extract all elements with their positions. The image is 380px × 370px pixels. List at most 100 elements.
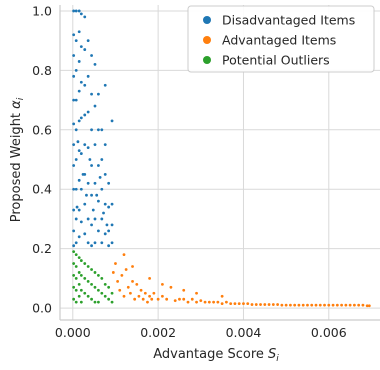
- point-series-0-13: [74, 39, 78, 43]
- point-series-1-28: [190, 297, 194, 301]
- point-series-1-22: [165, 297, 169, 301]
- x-axis-ticks: 0.000 0.002 0.004 0.006: [55, 325, 347, 340]
- point-series-0-52: [90, 54, 93, 57]
- legend-label-1: Advantaged Items: [222, 33, 336, 48]
- point-series-0-25: [77, 119, 81, 123]
- point-series-0-35: [79, 187, 83, 191]
- point-series-1-34: [216, 300, 220, 304]
- point-series-2-20: [83, 291, 87, 295]
- legend-label-2: Potential Outliers: [222, 53, 330, 68]
- point-series-2-24: [90, 268, 93, 271]
- point-series-0-41: [83, 143, 87, 147]
- point-series-2-18: [83, 262, 87, 265]
- point-series-0-73: [100, 217, 104, 221]
- point-series-2-5: [74, 253, 78, 257]
- axes-spines: [59, 5, 380, 321]
- point-series-2-23: [86, 294, 90, 298]
- point-series-2-26: [90, 297, 93, 301]
- point-series-1-71: [122, 253, 126, 257]
- point-series-0-12: [74, 9, 78, 13]
- point-series-1-43: [254, 303, 258, 306]
- point-series-0-9: [72, 208, 76, 212]
- point-series-1-59: [323, 303, 326, 307]
- point-series-2-34: [100, 291, 104, 295]
- y-tick-label: 0.4: [32, 182, 52, 197]
- legend-label-0: Disadvantaged Items: [222, 13, 355, 28]
- point-series-0-86: [110, 223, 114, 227]
- point-series-1-19: [152, 291, 156, 295]
- point-series-1-29: [195, 300, 198, 304]
- point-series-1-0: [111, 271, 115, 274]
- point-series-1-57: [314, 303, 318, 307]
- point-series-1-37: [229, 302, 233, 306]
- point-series-0-68: [97, 199, 100, 203]
- point-series-0-36: [79, 220, 83, 224]
- point-series-2-17: [79, 300, 83, 304]
- point-series-1-24: [173, 299, 177, 303]
- point-series-0-76: [103, 143, 107, 147]
- point-series-1-6: [124, 268, 128, 271]
- point-series-0-59: [93, 63, 97, 66]
- point-series-0-15: [74, 98, 78, 102]
- point-series-1-26: [182, 297, 186, 301]
- point-series-0-80: [107, 181, 111, 185]
- point-series-2-11: [77, 271, 81, 274]
- point-series-0-72: [100, 187, 104, 191]
- point-series-2-36: [103, 294, 107, 298]
- point-series-2-30: [97, 274, 100, 277]
- point-series-0-3: [72, 74, 76, 78]
- point-series-1-38: [233, 302, 237, 306]
- point-series-0-60: [93, 104, 97, 108]
- point-series-2-12: [77, 282, 81, 286]
- point-series-1-20: [156, 297, 160, 301]
- point-series-1-45: [263, 303, 267, 306]
- point-series-0-95: [98, 175, 102, 179]
- point-series-2-4: [72, 297, 76, 301]
- point-series-0-7: [72, 164, 76, 167]
- point-series-0-33: [79, 116, 83, 120]
- point-series-2-1: [72, 262, 76, 265]
- point-series-1-5: [122, 294, 126, 298]
- point-series-0-69: [97, 229, 100, 233]
- legend-marker-1: [203, 36, 211, 44]
- point-series-1-70: [367, 304, 371, 308]
- point-series-0-82: [107, 229, 111, 233]
- point-series-0-97: [105, 223, 109, 227]
- point-series-2-35: [103, 282, 107, 286]
- point-series-0-58: [90, 244, 93, 248]
- point-series-1-50: [284, 303, 288, 307]
- x-tick-label: 0.000: [55, 325, 91, 340]
- point-series-0-90: [81, 172, 85, 176]
- point-series-1-3: [118, 288, 122, 292]
- point-series-1-51: [289, 303, 292, 307]
- point-series-1-17: [148, 294, 152, 298]
- point-series-0-40: [83, 113, 87, 117]
- point-series-1-11: [135, 282, 139, 286]
- point-series-2-19: [83, 277, 87, 280]
- point-series-2-3: [72, 285, 76, 289]
- point-series-0-45: [86, 39, 90, 43]
- point-series-1-62: [335, 303, 339, 307]
- point-series-0-75: [103, 83, 107, 87]
- point-series-1-75: [161, 282, 164, 286]
- point-series-2-22: [86, 279, 90, 283]
- y-tick-label: 0.8: [32, 63, 52, 78]
- point-series-0-24: [77, 89, 81, 93]
- point-series-1-73: [148, 277, 152, 280]
- point-series-0-20: [74, 241, 78, 245]
- x-tick-label: 0.006: [311, 325, 347, 340]
- point-series-0-57: [90, 223, 93, 227]
- point-series-1-39: [237, 302, 241, 306]
- point-series-0-55: [90, 164, 93, 167]
- point-series-2-0: [72, 250, 76, 254]
- point-series-1-66: [353, 303, 356, 307]
- data-points: [72, 9, 371, 308]
- point-series-0-22: [77, 30, 81, 34]
- point-series-0-10: [72, 229, 76, 233]
- point-series-1-35: [220, 302, 224, 306]
- point-series-0-19: [74, 217, 78, 221]
- point-series-1-48: [276, 303, 279, 306]
- point-series-0-18: [74, 187, 78, 191]
- point-series-0-28: [77, 208, 81, 212]
